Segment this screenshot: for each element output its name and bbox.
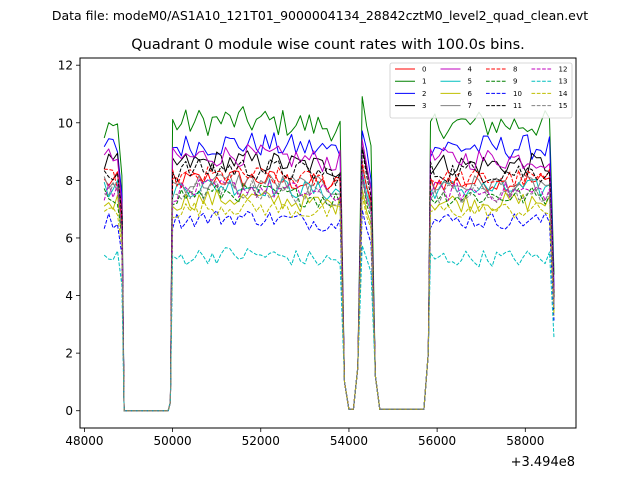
chart-title: Quadrant 0 module wise count rates with …	[131, 37, 525, 53]
y-tick-label: 6	[65, 231, 73, 245]
series-line-4	[103, 139, 555, 412]
legend-label-14: 14	[559, 90, 568, 98]
legend-label-2: 2	[422, 90, 426, 98]
x-tick-label: 56000	[418, 434, 456, 448]
legend-label-12: 12	[559, 66, 568, 74]
series-line-1	[103, 96, 555, 412]
legend-label-13: 13	[559, 78, 568, 86]
legend-label-15: 15	[559, 102, 568, 110]
legend-label-6: 6	[468, 90, 473, 98]
legend-label-8: 8	[513, 66, 517, 74]
series-line-11	[103, 148, 555, 412]
y-tick-label: 12	[58, 59, 73, 73]
x-tick-label: 48000	[65, 434, 103, 448]
legend-label-4: 4	[468, 66, 473, 74]
x-tick-label: 58000	[506, 434, 544, 448]
plot-area	[103, 96, 555, 412]
series-line-13	[103, 245, 555, 412]
series-line-0	[103, 164, 555, 412]
y-tick-label: 2	[65, 347, 73, 361]
legend-label-9: 9	[513, 78, 517, 86]
legend-label-5: 5	[468, 78, 472, 86]
series-line-12	[103, 172, 555, 412]
legend-label-7: 7	[468, 102, 472, 110]
series-line-8	[104, 160, 555, 412]
series-line-14	[103, 194, 555, 412]
y-tick-label: 8	[65, 174, 73, 188]
legend-label-11: 11	[513, 102, 522, 110]
legend-label-1: 1	[422, 78, 426, 86]
legend-label-10: 10	[513, 90, 522, 98]
y-tick-label: 4	[65, 289, 73, 303]
series-line-2	[103, 130, 555, 412]
legend-label-0: 0	[422, 66, 426, 74]
series-line-15	[104, 179, 555, 412]
y-tick-label: 0	[65, 404, 73, 418]
x-tick-label: 50000	[153, 434, 191, 448]
legend-box	[389, 62, 573, 119]
series-line-3	[103, 146, 555, 412]
y-tick-label: 10	[58, 116, 73, 130]
chart-suptitle: Data file: modeM0/AS1A10_121T01_90000041…	[52, 8, 588, 23]
x-tick-label: 52000	[242, 434, 280, 448]
x-offset-label: +3.494e8	[511, 455, 575, 470]
legend-label-3: 3	[422, 102, 426, 110]
series-line-6	[103, 188, 555, 412]
x-tick-label: 54000	[330, 434, 368, 448]
axes-frame	[79, 57, 577, 429]
